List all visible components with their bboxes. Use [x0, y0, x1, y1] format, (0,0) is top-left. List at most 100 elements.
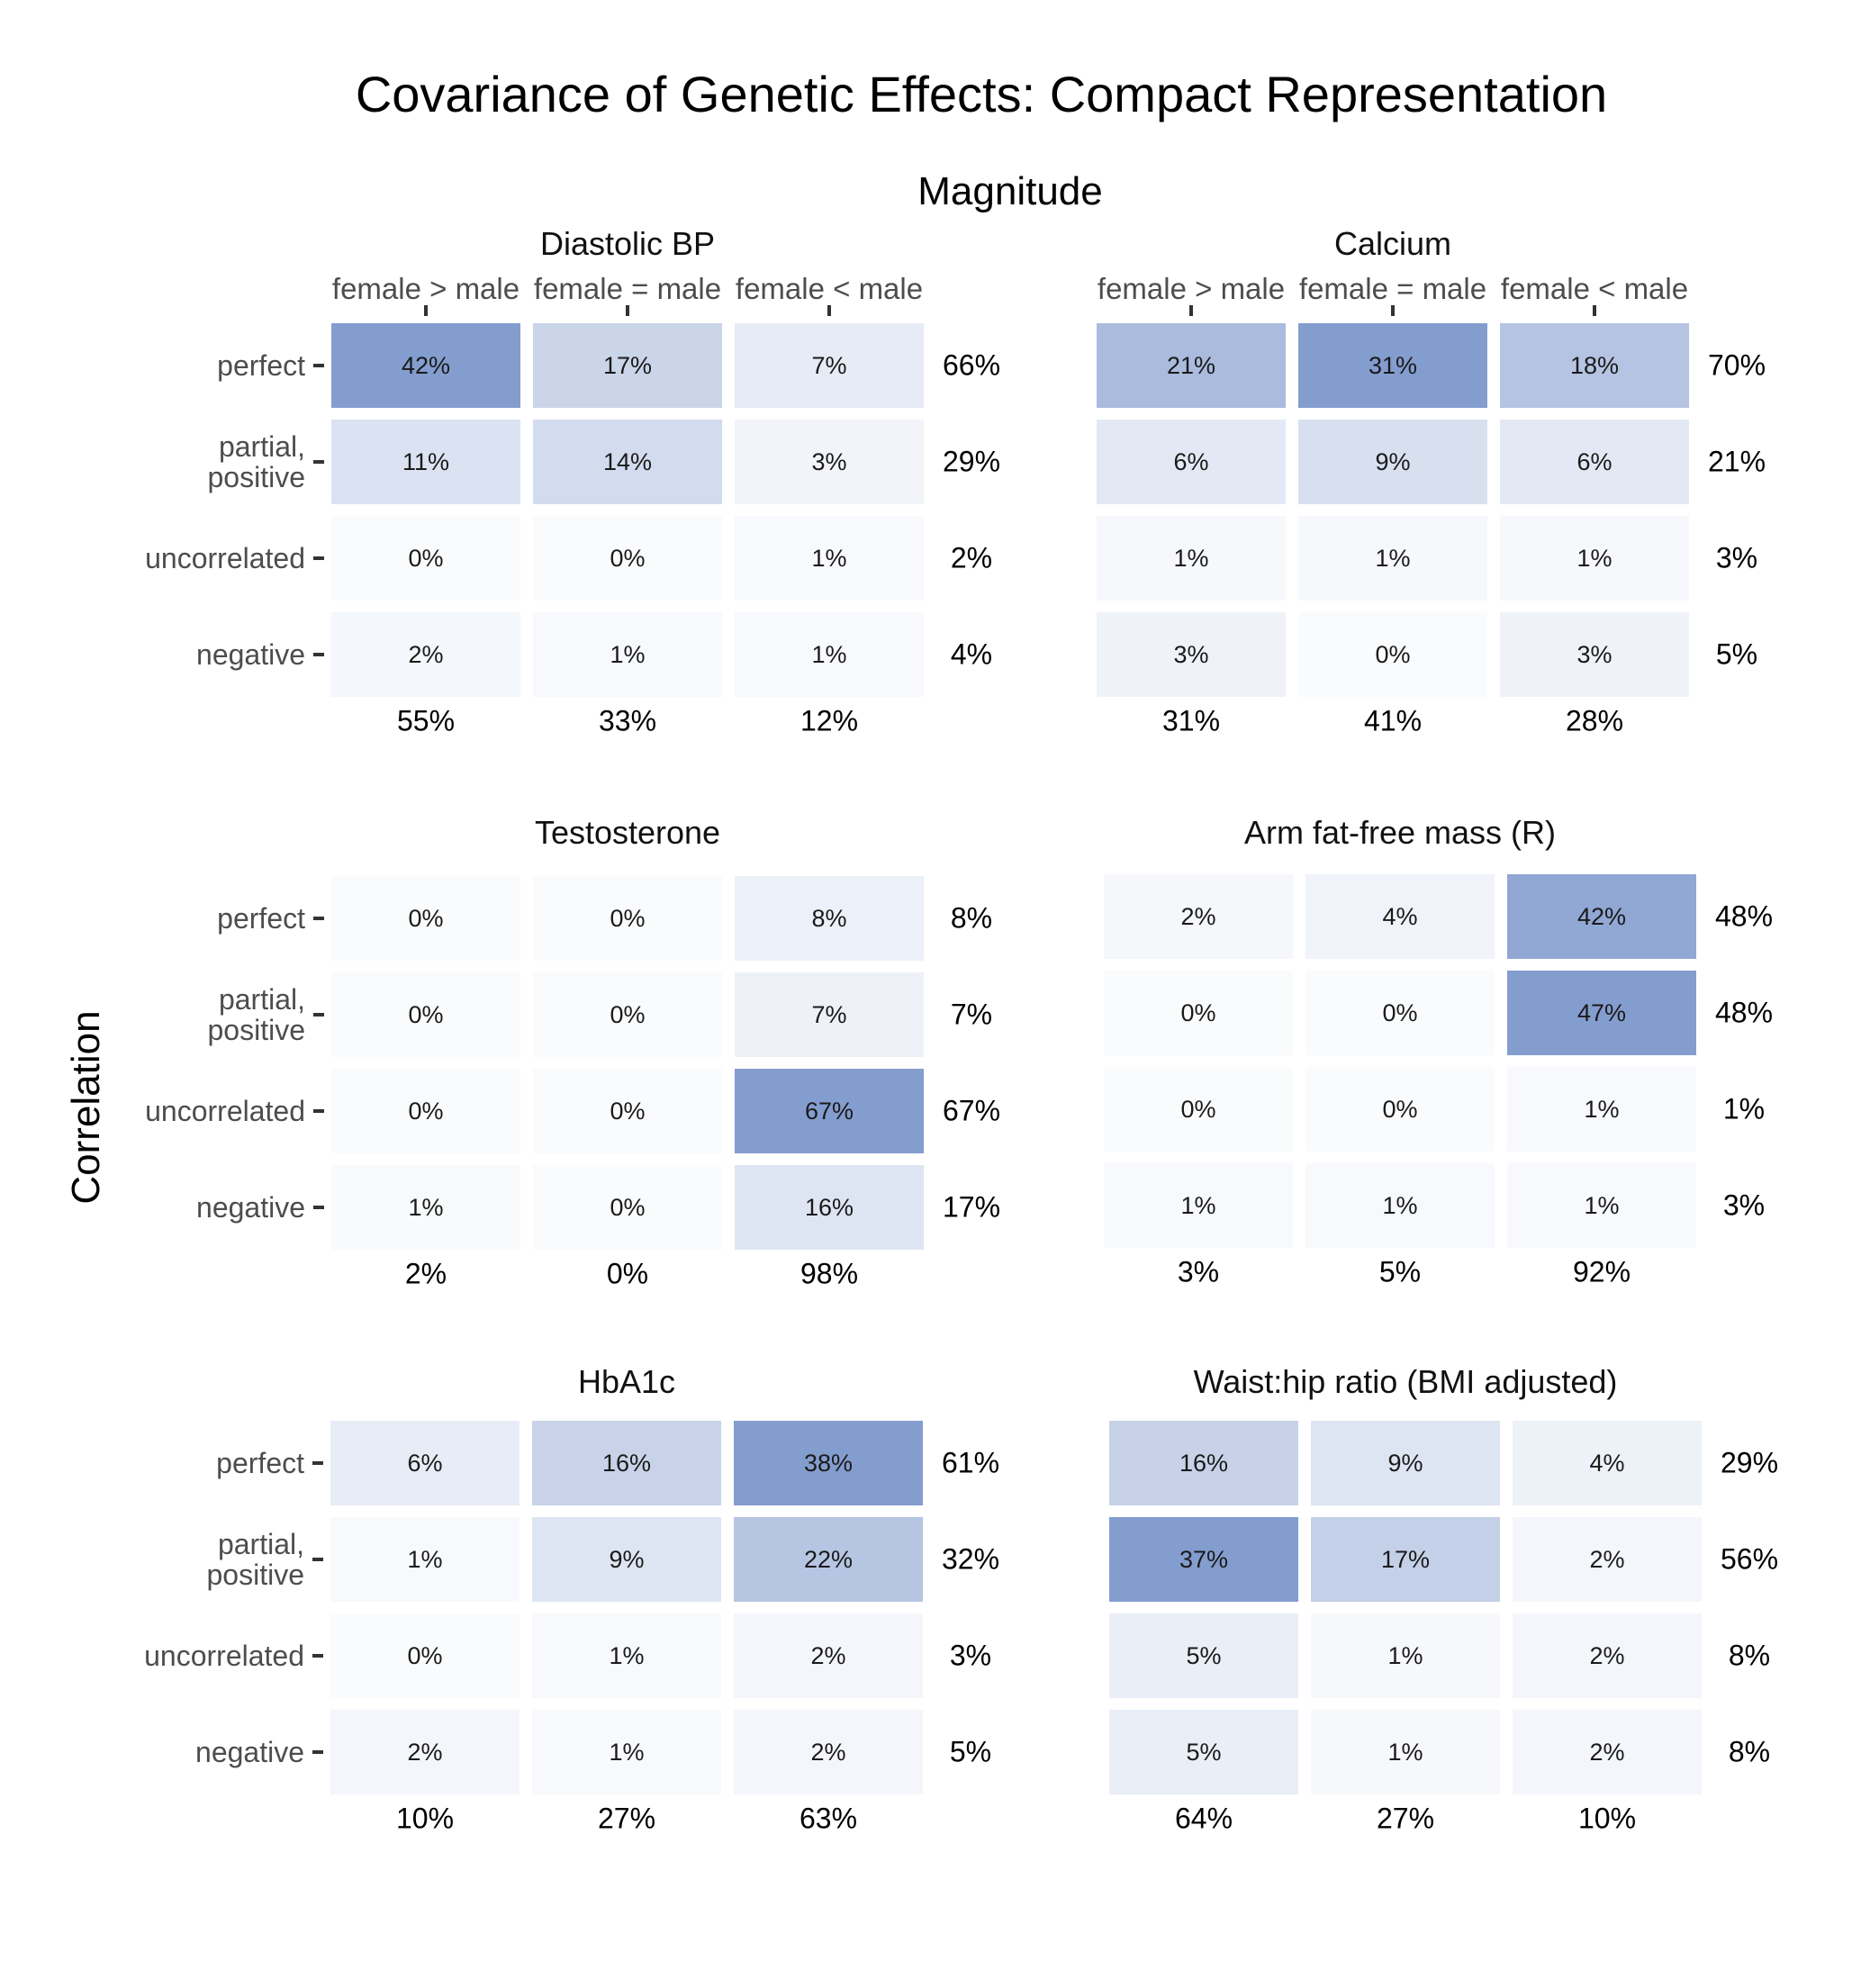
heatmap-cell: 11% [331, 420, 520, 504]
heatmap-cell: 1% [532, 1710, 721, 1794]
y-tick [313, 1013, 324, 1017]
heatmap-cell: 3% [735, 420, 924, 504]
y-tick [312, 1461, 323, 1465]
heatmap-cell: 6% [1500, 420, 1689, 504]
x-tick-label: female = male [533, 272, 722, 305]
row-total-label: 70% [1707, 348, 1766, 382]
col-total-label: 41% [1363, 704, 1423, 737]
y-tick [313, 460, 324, 464]
y-tick-label: perfect [217, 349, 305, 382]
heatmap-cell: 9% [1298, 420, 1487, 504]
row-total-label: 8% [1728, 1735, 1771, 1768]
y-tick [313, 653, 324, 656]
row-total-label: 29% [942, 445, 1001, 478]
heatmap-cell: 1% [1507, 1163, 1696, 1248]
x-tick-label: female > male [331, 272, 520, 305]
y-tick-label: uncorrelated [144, 1640, 304, 1672]
y-tick [313, 556, 324, 560]
col-total-label: 92% [1572, 1255, 1631, 1288]
col-total-label: 10% [1577, 1802, 1637, 1835]
heatmap-cell: 2% [330, 1710, 519, 1794]
y-tick-label: perfect [217, 902, 305, 935]
heatmap-cell: 1% [1311, 1613, 1500, 1698]
y-tick-label: uncorrelated [145, 542, 305, 574]
heatmap-cell: 17% [1311, 1517, 1500, 1602]
heatmap-cell: 7% [735, 323, 924, 408]
heatmap-cell: 1% [331, 1165, 520, 1250]
col-total-label: 0% [606, 1257, 649, 1290]
heatmap-cell: 42% [331, 323, 520, 408]
col-total-label: 28% [1565, 704, 1624, 737]
heatmap-cell: 6% [1097, 420, 1286, 504]
heatmap-cell: 9% [532, 1517, 721, 1602]
row-total-label: 67% [942, 1094, 1001, 1127]
heatmap-cell: 0% [533, 1069, 722, 1153]
chart-title: Covariance of Genetic Effects: Compact R… [355, 66, 1608, 122]
row-total-label: 3% [1722, 1188, 1766, 1222]
col-total-label: 98% [799, 1257, 859, 1290]
heatmap-cell: 2% [1513, 1710, 1702, 1794]
row-total-label: 32% [941, 1542, 1000, 1576]
heatmap-cell: 17% [533, 323, 722, 408]
y-tick [313, 364, 324, 367]
row-total-label: 48% [1714, 996, 1774, 1029]
heatmap-cell: 0% [331, 876, 520, 961]
panel-title: Arm fat-free mass (R) [1243, 814, 1557, 851]
heatmap-cell: 1% [1305, 1163, 1495, 1248]
heatmap-cell: 0% [1298, 612, 1487, 697]
x-tick-label: female > male [1097, 272, 1286, 305]
row-total-label: 29% [1720, 1446, 1779, 1479]
heatmap-cell: 6% [330, 1421, 519, 1505]
x-tick-label: female = male [1298, 272, 1487, 305]
heatmap-cell: 2% [1513, 1517, 1702, 1602]
heatmap-cell: 38% [734, 1421, 923, 1505]
heatmap-cell: 4% [1305, 874, 1495, 959]
col-total-label: 12% [799, 704, 859, 737]
heatmap-cell: 21% [1097, 323, 1286, 408]
col-total-label: 5% [1378, 1255, 1422, 1288]
x-axis-title: Magnitude [917, 169, 1103, 213]
y-tick [313, 917, 324, 920]
heatmap-cell: 1% [1298, 516, 1487, 601]
x-tick [1391, 305, 1395, 316]
row-total-label: 61% [941, 1446, 1000, 1479]
panel-title: Waist:hip ratio (BMI adjusted) [1193, 1363, 1618, 1400]
col-total-label: 64% [1174, 1802, 1233, 1835]
heatmap-cell: 22% [734, 1517, 923, 1602]
heatmap-cell: 1% [735, 612, 924, 697]
col-total-label: 31% [1161, 704, 1221, 737]
row-total-label: 21% [1707, 445, 1766, 478]
row-total-label: 3% [949, 1639, 992, 1672]
row-total-label: 2% [950, 541, 993, 574]
heatmap-cell: 0% [1104, 971, 1293, 1055]
row-total-label: 4% [950, 637, 993, 671]
col-total-label: 3% [1177, 1255, 1220, 1288]
panel-title: Diastolic BP [539, 225, 716, 262]
y-tick [313, 1206, 324, 1209]
heatmap-cell: 67% [735, 1069, 924, 1153]
row-total-label: 66% [942, 348, 1001, 382]
x-tick [1593, 305, 1596, 316]
row-total-label: 8% [1728, 1639, 1771, 1672]
heatmap-cell: 1% [735, 516, 924, 601]
heatmap-cell: 2% [734, 1710, 923, 1794]
row-total-label: 3% [1715, 541, 1758, 574]
y-tick [313, 1109, 324, 1113]
heatmap-cell: 9% [1311, 1421, 1500, 1505]
heatmap-cell: 1% [1097, 516, 1286, 601]
x-tick [1189, 305, 1193, 316]
heatmap-cell: 0% [533, 972, 722, 1057]
heatmap-cell: 2% [734, 1613, 923, 1698]
heatmap-cell: 1% [1311, 1710, 1500, 1794]
y-tick-label: negative [196, 638, 305, 671]
heatmap-cell: 3% [1500, 612, 1689, 697]
x-tick [626, 305, 629, 316]
y-tick-label: partial, positive [207, 430, 306, 493]
y-tick-label: uncorrelated [145, 1095, 305, 1127]
col-total-label: 55% [396, 704, 456, 737]
y-tick-label: negative [195, 1736, 304, 1768]
heatmap-cell: 4% [1513, 1421, 1702, 1505]
col-total-label: 63% [799, 1802, 858, 1835]
heatmap-cell: 3% [1097, 612, 1286, 697]
y-tick-label: partial, positive [207, 983, 306, 1046]
